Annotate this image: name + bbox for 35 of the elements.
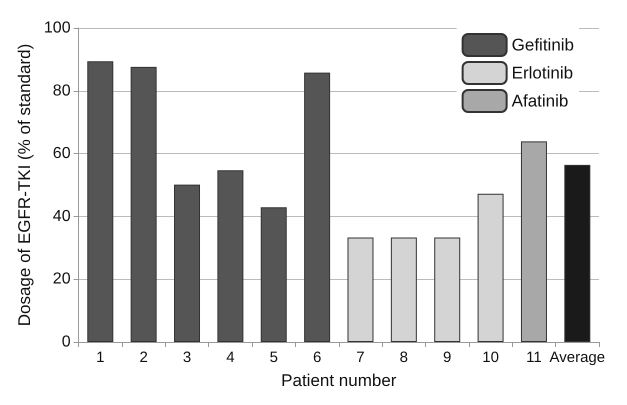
bar [520, 141, 547, 342]
x-tick-label: 6 [312, 349, 322, 366]
y-tick-label: 100 [44, 20, 71, 36]
bar [434, 237, 460, 342]
x-tick-label: 9 [443, 349, 452, 366]
x-tick-label: 4 [226, 349, 235, 366]
x-tick-label: 8 [400, 349, 408, 366]
y-tick-label: 80 [52, 82, 71, 100]
x-tick-label: 11 [526, 349, 542, 366]
bar [260, 207, 287, 342]
legend-label: Erlotinib [512, 64, 574, 82]
legend-label: Gefitinib [512, 36, 574, 54]
x-tick-label: 2 [139, 349, 148, 366]
y-tick-label: 0 [62, 334, 71, 350]
bar [347, 237, 374, 342]
y-tick-label: 20 [52, 270, 71, 288]
bar [217, 170, 244, 342]
x-tick-label: 10 [482, 349, 499, 366]
x-tick-label: 1 [96, 349, 104, 366]
y-axis-title: Dosage of EGFR-TKI (% of standard) [15, 44, 34, 326]
y-tick-label: 60 [52, 145, 71, 162]
x-axis-title: Patient number [281, 371, 397, 390]
bar [87, 61, 114, 342]
bar [390, 237, 417, 342]
bar [564, 164, 590, 342]
x-tick-label: 7 [356, 349, 365, 366]
bar [304, 72, 330, 342]
bar [130, 66, 157, 342]
x-tick-label: Average [550, 349, 606, 366]
bar [174, 184, 200, 342]
x-tick-label: 3 [182, 349, 192, 366]
legend-label: Afatinib [512, 92, 568, 110]
bar [478, 194, 504, 342]
y-tick-label: 40 [52, 208, 71, 225]
x-tick-label: 5 [270, 349, 278, 366]
